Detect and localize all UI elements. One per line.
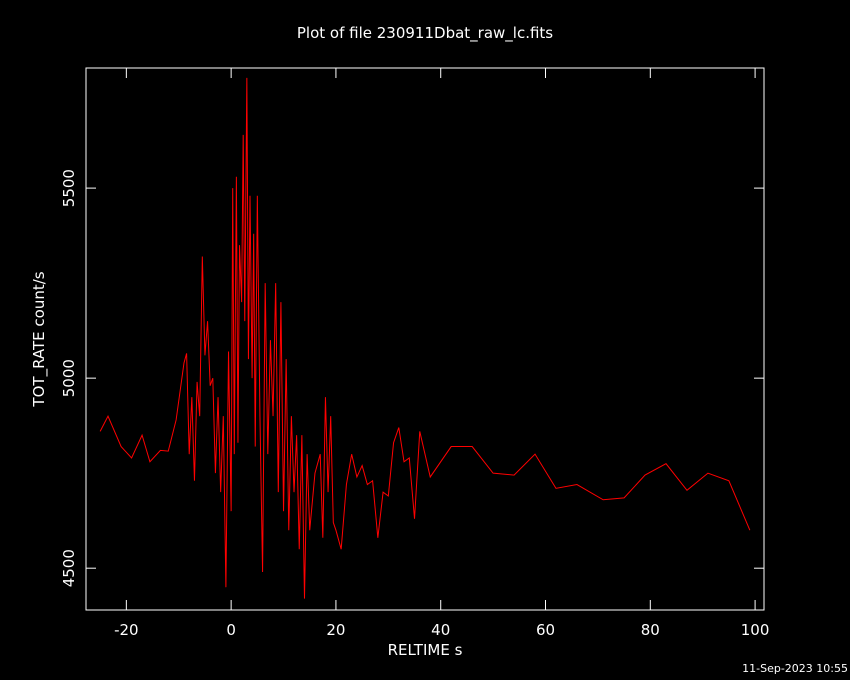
data-line — [99, 77, 751, 599]
x-axis-label: RELTIME s — [388, 641, 463, 659]
y-tick-label: 4500 — [60, 549, 78, 587]
y-axis-label: TOT_RATE count/s — [30, 271, 49, 407]
x-tick-label: -20 — [114, 621, 139, 639]
plot-frame — [85, 67, 765, 611]
x-tick-label: 40 — [431, 621, 450, 639]
x-tick-label: 80 — [641, 621, 660, 639]
footer: 11-Sep-2023 10:55 — [742, 662, 848, 675]
y-tick-label: 5500 — [60, 169, 78, 207]
x-tick-label: 60 — [536, 621, 555, 639]
y-tick-label: 5000 — [60, 359, 78, 397]
chart-title: Plot of file 230911Dbat_raw_lc.fits — [297, 24, 553, 43]
x-tick-label: 0 — [226, 621, 236, 639]
x-tick-label: 100 — [741, 621, 770, 639]
x-tick-label: 20 — [326, 621, 345, 639]
